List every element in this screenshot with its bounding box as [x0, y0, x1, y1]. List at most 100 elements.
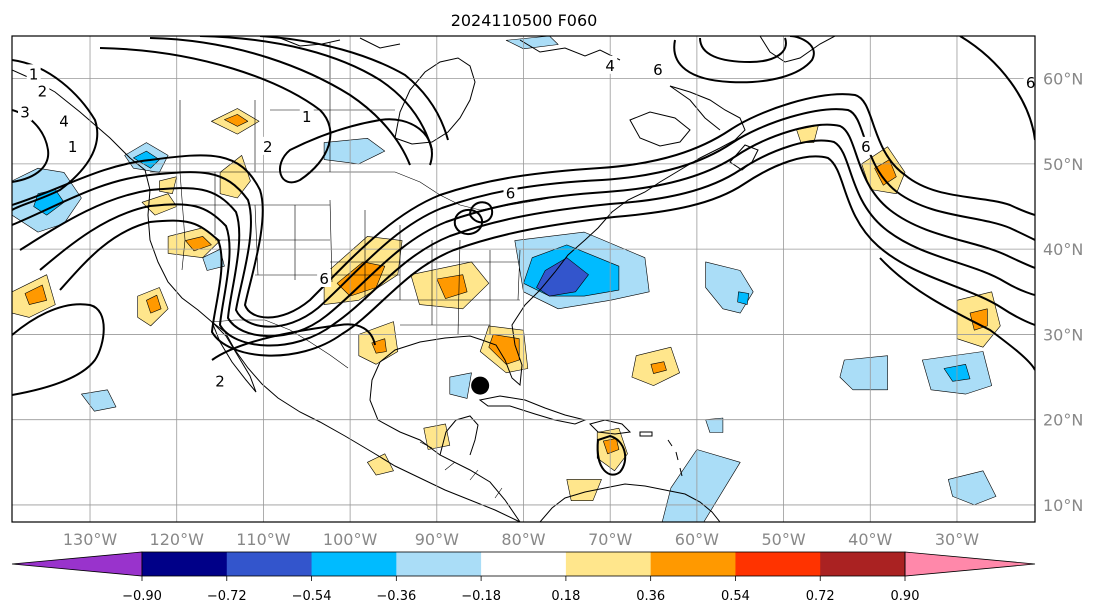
- contour-label: 4: [605, 57, 615, 75]
- anomaly-region-29: [969, 308, 988, 331]
- colorbar-tick-label: −0.90: [122, 589, 162, 604]
- anomaly-region-17: [336, 261, 386, 297]
- colorbar-tick-label: 0.54: [721, 589, 750, 604]
- anomaly-region-46: [661, 449, 741, 522]
- lat-label: 20°N: [1043, 411, 1083, 430]
- contour-label: 1: [29, 65, 39, 83]
- anomaly-region-13: [24, 284, 48, 305]
- lat-label: 40°N: [1043, 240, 1083, 259]
- colorbar-segment: [311, 552, 397, 576]
- contour-pacific-low: [12, 59, 99, 211]
- contour-label: 2: [263, 138, 273, 156]
- colorbar-tick-label: 0.36: [636, 589, 665, 604]
- anomaly-region-15: [146, 294, 162, 314]
- colorbar-tick-label: −0.36: [376, 589, 416, 604]
- contour-label: 6: [861, 138, 871, 156]
- canada-province-lines: [179, 42, 395, 172]
- lon-label: 40°W: [848, 530, 892, 549]
- colorbar-segment: [142, 552, 228, 576]
- contour-label: 6: [506, 185, 516, 203]
- colorbar-tick-label: −0.18: [461, 589, 501, 604]
- contour-label-bg: [503, 183, 518, 202]
- contour-antilles: [596, 434, 627, 476]
- anomaly-region-39: [536, 257, 589, 297]
- map-frame: [11, 35, 1036, 523]
- cuba-coastline: [478, 395, 587, 425]
- gridline-layer: [12, 36, 1035, 522]
- anomaly-region-21: [371, 338, 387, 354]
- colorbar-tick-label: 0.18: [551, 589, 580, 604]
- lon-label: 110°W: [236, 530, 291, 549]
- contour-jet-5: [59, 155, 1035, 357]
- contour-small-ring: [468, 201, 494, 224]
- arctic-islands-coastline: [279, 37, 691, 147]
- colorbar-tick-label: −0.54: [292, 589, 332, 604]
- contour-label: 6: [319, 270, 329, 288]
- anomaly-region-31: [602, 438, 620, 455]
- contour-label-bg: [317, 269, 332, 287]
- contour-east-low-2: [699, 37, 787, 64]
- contour-ridge-3: [199, 36, 433, 151]
- anomaly-region-49: [202, 248, 225, 271]
- latitude-labels: 10°N 20°N 30°N 40°N 50°N 60°N: [1043, 70, 1083, 515]
- longitude-labels: 130°W 120°W 110°W 100°W 90°W 80°W 70°W 60°W 50°W…: [63, 530, 979, 549]
- lat-label: 60°N: [1043, 70, 1083, 89]
- lon-label: 90°W: [415, 530, 459, 549]
- contour-label: 6: [1026, 74, 1036, 92]
- contour-label-bg: [26, 64, 41, 83]
- central-america-borders: [419, 441, 503, 499]
- contour-label-bg: [57, 111, 72, 130]
- colorbar-extend-high: [904, 551, 1036, 577]
- contour-label-bg: [858, 136, 873, 155]
- contour-ridge-4: [259, 36, 449, 141]
- contour-west-1: [12, 303, 105, 396]
- colorbar-extend-low: [11, 551, 143, 577]
- anomaly-region-7: [224, 114, 249, 127]
- colorbar-segment: [565, 552, 652, 576]
- contour-label-bg: [603, 55, 618, 74]
- colorbar-segment: [735, 552, 821, 576]
- lon-label: 80°W: [501, 530, 545, 549]
- contour-label: 1: [302, 108, 312, 126]
- lon-label: 130°W: [63, 530, 118, 549]
- anomaly-region-23: [488, 334, 520, 365]
- us-mexico-border: [211, 319, 349, 369]
- contour-label-bg: [35, 81, 50, 100]
- baja-coastline: [211, 321, 257, 393]
- contour-jet-2: [12, 108, 1035, 328]
- contour-label: 3: [20, 104, 30, 122]
- contour-label-bg: [65, 136, 80, 155]
- contour-label-bg: [650, 60, 665, 79]
- contour-ridge-2: [149, 37, 411, 166]
- contour-east-trough: [959, 36, 1035, 141]
- anomaly-region-27: [874, 159, 897, 186]
- anomaly-region-5: [505, 36, 559, 50]
- contour-gulf: [211, 323, 376, 361]
- colorbar-segment: [226, 552, 313, 576]
- colorbar-tick-label: 0.72: [806, 589, 835, 604]
- colorbar-segment: [481, 552, 567, 576]
- antilles-coastline: [639, 431, 683, 477]
- contour-jet-4: [39, 139, 1035, 347]
- lon-label: 30°W: [935, 530, 979, 549]
- colorbar-frame: [141, 551, 906, 577]
- storm-center-marker: [471, 376, 490, 395]
- colorbar-segment: [396, 552, 482, 576]
- lon-label: 120°W: [150, 530, 205, 549]
- colorbar-tick-label: 0.90: [891, 589, 920, 604]
- contour-small-ring-2: [453, 209, 484, 235]
- hudson-bay-coastline: [394, 57, 476, 145]
- anomaly-region-11: [185, 236, 212, 252]
- anomaly-region-47: [705, 417, 724, 433]
- contour-label-bg: [260, 136, 275, 155]
- anomaly-region-50: [947, 470, 997, 506]
- contour-label-bg: [299, 107, 314, 125]
- contour-label-bg: [18, 102, 33, 121]
- colorbar-tick-label: −0.72: [207, 589, 247, 604]
- contour-label-bg: [1023, 72, 1038, 91]
- contour-label: 6: [653, 61, 663, 79]
- anomaly-region-19: [436, 274, 468, 299]
- contour-jet-1: [12, 93, 1035, 319]
